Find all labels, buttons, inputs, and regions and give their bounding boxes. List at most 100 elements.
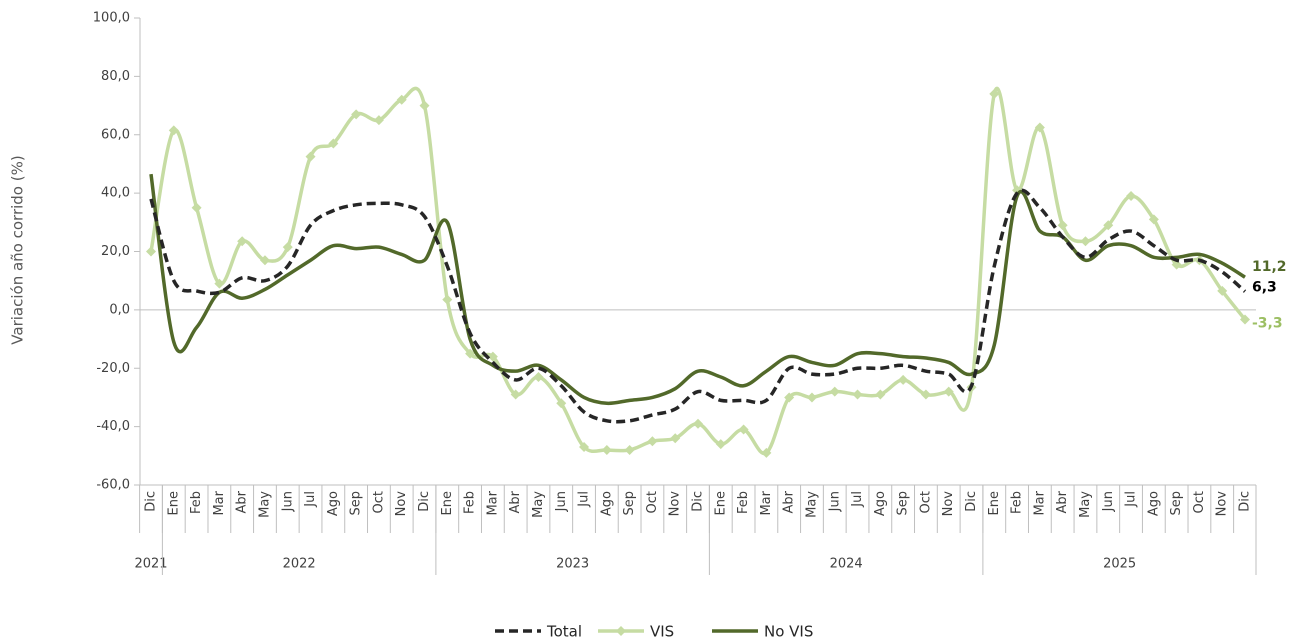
x-tick-label: Sep: [622, 491, 637, 516]
x-tick-label: Jul: [577, 491, 592, 508]
y-tick-label: -20,0: [96, 361, 130, 376]
marker: [1148, 214, 1159, 225]
x-tick-label: Jun: [554, 491, 569, 512]
series-line: [149, 188, 1247, 424]
x-tick-label: Dic: [964, 491, 979, 512]
marker: [168, 125, 179, 136]
x-tick-label: May: [1078, 491, 1093, 518]
group-label: 2024: [830, 557, 863, 572]
marker: [556, 398, 567, 409]
marker: [396, 94, 407, 105]
marker: [1057, 220, 1068, 231]
x-tick-label: Jun: [1101, 491, 1116, 512]
value-label: -3,3: [1252, 316, 1283, 332]
marker: [487, 351, 498, 362]
marker: [989, 88, 1000, 99]
marker: [601, 444, 612, 455]
legend-label: Total: [546, 623, 582, 641]
marker: [1217, 285, 1228, 296]
marker: [1126, 191, 1137, 202]
x-tick-label: Ago: [326, 491, 341, 516]
x-tick-label: Oct: [918, 491, 933, 513]
x-tick-label: Ene: [987, 491, 1002, 515]
x-tick-label: Abr: [1055, 490, 1070, 513]
x-tick-label: Dic: [144, 491, 159, 512]
marker: [146, 246, 156, 257]
x-tick-label: Abr: [782, 490, 797, 513]
x-tick-label: Dic: [1238, 491, 1253, 512]
value-label: 11,2: [1252, 259, 1287, 275]
marker: [328, 138, 339, 149]
value-label: 6,3: [1252, 279, 1277, 295]
marker: [806, 392, 817, 403]
x-tick-label: Feb: [189, 491, 204, 514]
x-tick-label: Nov: [394, 491, 409, 517]
x-tick-label: Feb: [1010, 491, 1025, 514]
x-tick-label: Jun: [280, 491, 295, 512]
marker: [875, 389, 886, 400]
x-tick-label: May: [804, 491, 819, 518]
y-tick-label: -40,0: [96, 419, 130, 434]
legend-label: VIS: [650, 623, 674, 641]
marker: [282, 242, 293, 253]
x-tick-label: Mar: [1032, 490, 1047, 515]
x-tick-label: Ene: [166, 491, 181, 515]
marker: [579, 442, 590, 453]
x-tick-label: May: [531, 491, 546, 518]
x-tick-label: Abr: [508, 490, 523, 513]
x-tick-label: Ago: [1146, 491, 1161, 516]
group-label: 2021: [134, 557, 167, 572]
x-tick-label: Oct: [371, 491, 386, 513]
x-tick-label: Dic: [417, 491, 432, 512]
x-tick-label: Jun: [827, 491, 842, 512]
x-tick-label: May: [257, 491, 272, 518]
x-tick-label: Ago: [599, 491, 614, 516]
x-tick-label: Jul: [1124, 491, 1139, 508]
marker: [761, 447, 772, 458]
legend-label: No VIS: [764, 623, 813, 641]
x-tick-label: Ago: [873, 491, 888, 516]
x-tick-label: Nov: [668, 491, 683, 517]
marker: [373, 115, 384, 126]
marker: [1034, 122, 1045, 133]
marker: [943, 386, 954, 397]
y-tick-label: 40,0: [101, 186, 130, 201]
x-tick-label: Dic: [691, 491, 706, 512]
marker: [829, 386, 840, 397]
y-tick-label: 60,0: [101, 127, 130, 142]
x-tick-label: Sep: [1169, 491, 1184, 516]
x-tick-label: Jul: [850, 491, 865, 508]
marker: [784, 392, 795, 403]
marker: [920, 389, 931, 400]
x-tick-label: Mar: [759, 490, 774, 515]
x-tick-label: Abr: [235, 490, 250, 513]
marker: [624, 444, 635, 455]
group-label: 2022: [283, 557, 316, 572]
marker: [510, 389, 521, 400]
marker: [738, 424, 749, 435]
marker: [191, 202, 202, 213]
x-tick-label: Ene: [713, 491, 728, 515]
marker: [442, 294, 453, 305]
marker: [465, 348, 476, 359]
marker: [1080, 236, 1091, 247]
group-label: 2025: [1103, 557, 1136, 572]
y-tick-label: 80,0: [101, 69, 130, 84]
marker: [693, 418, 703, 429]
marker: [852, 389, 863, 400]
y-axis-label: Variación año corrido (%): [9, 155, 27, 344]
group-label: 2023: [556, 557, 589, 572]
marker: [1103, 220, 1114, 231]
x-tick-label: Feb: [736, 491, 751, 514]
marker: [715, 439, 726, 450]
x-tick-label: Ene: [440, 491, 455, 515]
x-tick-label: Feb: [463, 491, 478, 514]
y-tick-label: 100,0: [93, 11, 130, 26]
marker: [259, 255, 270, 266]
y-tick-label: 0,0: [109, 302, 130, 317]
marker: [351, 109, 362, 120]
x-tick-label: Jul: [303, 491, 318, 508]
marker: [898, 374, 909, 385]
marker: [533, 372, 544, 383]
